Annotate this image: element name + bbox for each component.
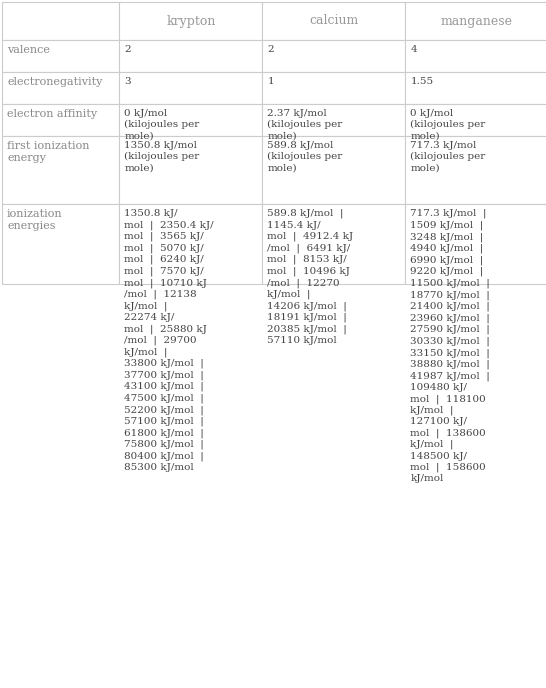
Text: 1: 1 — [268, 77, 274, 86]
Bar — [406, 136, 546, 204]
Bar — [406, 2, 546, 40]
Text: manganese: manganese — [441, 14, 513, 28]
Bar — [120, 104, 263, 136]
Bar — [2, 204, 120, 284]
Text: 2: 2 — [268, 45, 274, 54]
Text: 1350.8 kJ/mol
(kilojoules per
mole): 1350.8 kJ/mol (kilojoules per mole) — [124, 141, 200, 173]
Text: 717.3 kJ/mol  |
1509 kJ/mol  |
3248 kJ/mol  |
4940 kJ/mol  |
6990 kJ/mol  |
9220: 717.3 kJ/mol | 1509 kJ/mol | 3248 kJ/mol… — [411, 209, 490, 483]
Bar — [406, 40, 546, 72]
Text: electron affinity: electron affinity — [7, 109, 97, 119]
Bar — [2, 40, 120, 72]
Bar — [263, 40, 406, 72]
Bar — [406, 204, 546, 284]
Bar — [120, 204, 263, 284]
Bar — [2, 104, 120, 136]
Bar — [120, 2, 263, 40]
Bar — [263, 204, 406, 284]
Text: 0 kJ/mol
(kilojoules per
mole): 0 kJ/mol (kilojoules per mole) — [124, 109, 200, 140]
Bar — [406, 104, 546, 136]
Bar — [2, 72, 120, 104]
Text: 2.37 kJ/mol
(kilojoules per
mole): 2.37 kJ/mol (kilojoules per mole) — [268, 109, 343, 140]
Text: valence: valence — [7, 45, 50, 55]
Bar — [2, 136, 120, 204]
Text: ionization
energies: ionization energies — [7, 209, 63, 231]
Text: 589.8 kJ/mol
(kilojoules per
mole): 589.8 kJ/mol (kilojoules per mole) — [268, 141, 343, 173]
Bar — [2, 2, 120, 40]
Text: 0 kJ/mol
(kilojoules per
mole): 0 kJ/mol (kilojoules per mole) — [411, 109, 486, 140]
Text: 4: 4 — [411, 45, 417, 54]
Bar — [263, 72, 406, 104]
Text: 717.3 kJ/mol
(kilojoules per
mole): 717.3 kJ/mol (kilojoules per mole) — [411, 141, 486, 173]
Bar — [263, 104, 406, 136]
Bar — [120, 72, 263, 104]
Bar — [120, 40, 263, 72]
Bar — [263, 2, 406, 40]
Bar — [406, 72, 546, 104]
Text: krypton: krypton — [166, 14, 216, 28]
Text: calcium: calcium — [310, 14, 359, 28]
Text: 2: 2 — [124, 45, 131, 54]
Text: 3: 3 — [124, 77, 131, 86]
Text: 589.8 kJ/mol  |
1145.4 kJ/
mol  |  4912.4 kJ
/mol  |  6491 kJ/
mol  |  8153 kJ/
: 589.8 kJ/mol | 1145.4 kJ/ mol | 4912.4 k… — [268, 209, 354, 345]
Text: electronegativity: electronegativity — [7, 77, 103, 87]
Text: first ionization
energy: first ionization energy — [7, 141, 90, 163]
Bar — [120, 136, 263, 204]
Bar — [263, 136, 406, 204]
Text: 1.55: 1.55 — [411, 77, 434, 86]
Text: 1350.8 kJ/
mol  |  2350.4 kJ/
mol  |  3565 kJ/
mol  |  5070 kJ/
mol  |  6240 kJ/: 1350.8 kJ/ mol | 2350.4 kJ/ mol | 3565 k… — [124, 209, 214, 472]
